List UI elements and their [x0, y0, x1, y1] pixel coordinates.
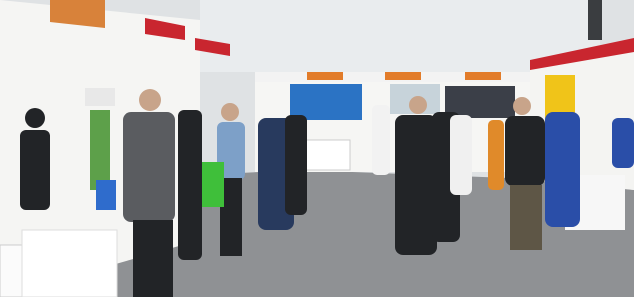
robot-head [85, 88, 115, 106]
person [545, 112, 580, 227]
robot-base [96, 180, 116, 210]
trade-show-photo [0, 0, 634, 297]
booth-sign [465, 72, 501, 80]
person-head [139, 89, 161, 111]
person [285, 115, 307, 215]
person-body [505, 116, 545, 186]
booth-sign [307, 72, 343, 80]
blue-poster [290, 84, 362, 120]
person-head [409, 96, 427, 114]
person [450, 115, 472, 195]
person-head [221, 103, 239, 121]
person [395, 115, 437, 255]
booth-sign [385, 72, 421, 80]
vent [588, 0, 602, 40]
robot-arm [90, 110, 110, 190]
person-body [20, 130, 50, 210]
person-legs [510, 185, 542, 250]
person-body [123, 112, 175, 222]
left-table [22, 230, 117, 297]
person-legs [133, 220, 173, 297]
person-head [25, 108, 45, 128]
person [178, 110, 202, 260]
person [372, 105, 390, 175]
person-head [513, 97, 531, 115]
counter [305, 140, 350, 170]
person [612, 118, 634, 168]
page: (() => { const data = JSON.parse(documen… [0, 0, 634, 297]
person [488, 120, 504, 190]
green-bag [202, 162, 224, 207]
